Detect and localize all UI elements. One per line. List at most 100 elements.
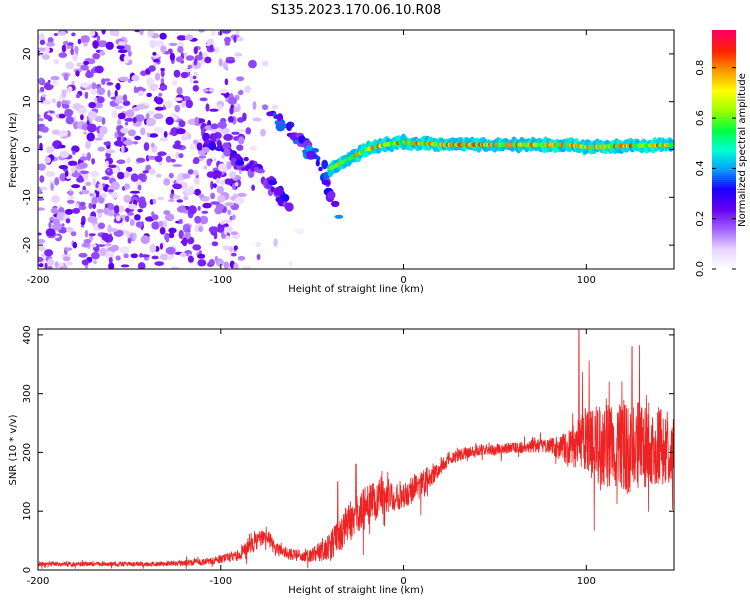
noise-speckle	[89, 30, 96, 37]
colorbar-strip	[712, 239, 736, 242]
noise-speckle	[123, 253, 129, 259]
noise-speckle	[108, 189, 114, 193]
noise-speckle	[65, 61, 75, 70]
noise-speckle	[86, 123, 97, 133]
noise-speckle	[87, 216, 98, 224]
noise-speckle	[101, 232, 110, 241]
colorbar-strip	[712, 55, 736, 59]
noise-speckle	[163, 131, 168, 138]
noise-speckle	[117, 171, 125, 180]
noise-speckle	[72, 207, 81, 214]
colorbar-strip	[712, 221, 736, 224]
colorbar-strip	[712, 35, 736, 39]
noise-speckle	[72, 53, 78, 62]
noise-speckle	[203, 165, 208, 170]
noise-speckle	[102, 183, 106, 187]
colorbar-strip	[712, 81, 736, 85]
colorbar-strip	[712, 133, 736, 137]
noise-speckle	[229, 246, 234, 253]
heatmap-y-ticks: -20 -10 0 10 20	[22, 48, 674, 253]
colorbar-strip	[712, 249, 736, 252]
noise-speckle	[124, 117, 134, 122]
noise-speckle	[58, 30, 67, 36]
noise-speckle	[104, 78, 111, 82]
carrier-core	[671, 142, 674, 147]
noise-speckle	[101, 176, 110, 181]
colorbar-strip	[712, 51, 736, 55]
colorbar-strip	[712, 45, 736, 49]
noise-speckle	[168, 42, 178, 47]
colorbar-strip	[712, 39, 736, 43]
noise-speckle	[261, 104, 269, 111]
noise-speckle	[210, 192, 216, 200]
noise-speckle	[111, 192, 119, 198]
diagonal-blob	[284, 202, 294, 212]
noise-speckle	[49, 216, 55, 222]
noise-speckle	[82, 152, 87, 157]
noise-speckle	[80, 35, 90, 44]
noise-speckle	[237, 136, 245, 145]
colorbar-strip	[712, 59, 736, 63]
diagonal-blob	[321, 179, 330, 186]
noise-speckle	[233, 136, 240, 141]
colorbar-strip	[712, 137, 736, 141]
noise-speckle	[62, 256, 71, 262]
noise-speckle	[80, 64, 89, 71]
colorbar-strip	[712, 67, 736, 71]
noise-speckle	[141, 254, 150, 258]
noise-speckle	[78, 106, 87, 115]
noise-speckle	[143, 256, 150, 261]
noise-speckle	[181, 173, 191, 179]
noise-speckle	[38, 47, 46, 52]
colorbar-strip	[712, 217, 736, 220]
noise-speckle	[130, 253, 138, 259]
noise-speckle	[198, 193, 205, 199]
noise-speckle	[105, 160, 109, 167]
diagonal-blob	[330, 200, 340, 208]
noise-speckle	[94, 102, 103, 109]
noise-speckle	[91, 196, 98, 205]
noise-speckle	[237, 90, 244, 96]
noise-speckle	[193, 71, 199, 76]
noise-speckle	[71, 32, 76, 37]
colorbar-strip	[712, 75, 736, 79]
colorbar-strip	[712, 267, 736, 270]
noise-speckle	[165, 116, 174, 126]
noise-speckle	[135, 180, 143, 186]
colorbar-strip	[712, 89, 736, 93]
noise-speckle	[196, 142, 203, 151]
colorbar-strip	[712, 237, 736, 240]
noise-speckle	[71, 171, 81, 178]
noise-speckle	[124, 170, 130, 179]
y-tick-label: 400	[22, 325, 33, 344]
colorbar-strip	[712, 173, 736, 176]
noise-speckle	[126, 166, 133, 173]
noise-speckle	[66, 226, 74, 233]
noise-speckle	[104, 243, 112, 247]
noise-speckle	[61, 89, 67, 98]
noise-speckle	[185, 55, 195, 61]
noise-speckle	[101, 117, 106, 125]
colorbar-strip	[712, 181, 736, 184]
noise-speckle	[80, 221, 86, 226]
colorbar-strip	[712, 235, 736, 238]
noise-speckle	[110, 244, 119, 252]
snr-panel: -200 -100 0 100 0 100 200 300 400 Height of str…	[8, 325, 675, 596]
noise-speckle	[103, 141, 111, 146]
colorbar-strip	[712, 167, 736, 171]
diagonal-blob	[270, 186, 275, 193]
noise-speckle	[181, 100, 186, 108]
noise-speckle	[53, 33, 59, 36]
noise-speckle	[260, 128, 266, 137]
noise-speckle	[45, 228, 56, 237]
noise-speckle	[38, 77, 44, 85]
noise-speckle	[91, 251, 100, 260]
colorbar-strip	[712, 31, 736, 35]
noise-speckle	[230, 231, 238, 236]
noise-speckle	[64, 108, 73, 118]
colorbar-strip	[712, 183, 736, 186]
noise-speckle	[134, 135, 142, 141]
noise-speckle	[83, 131, 87, 135]
noise-speckle	[91, 82, 97, 90]
noise-speckle	[97, 222, 106, 230]
